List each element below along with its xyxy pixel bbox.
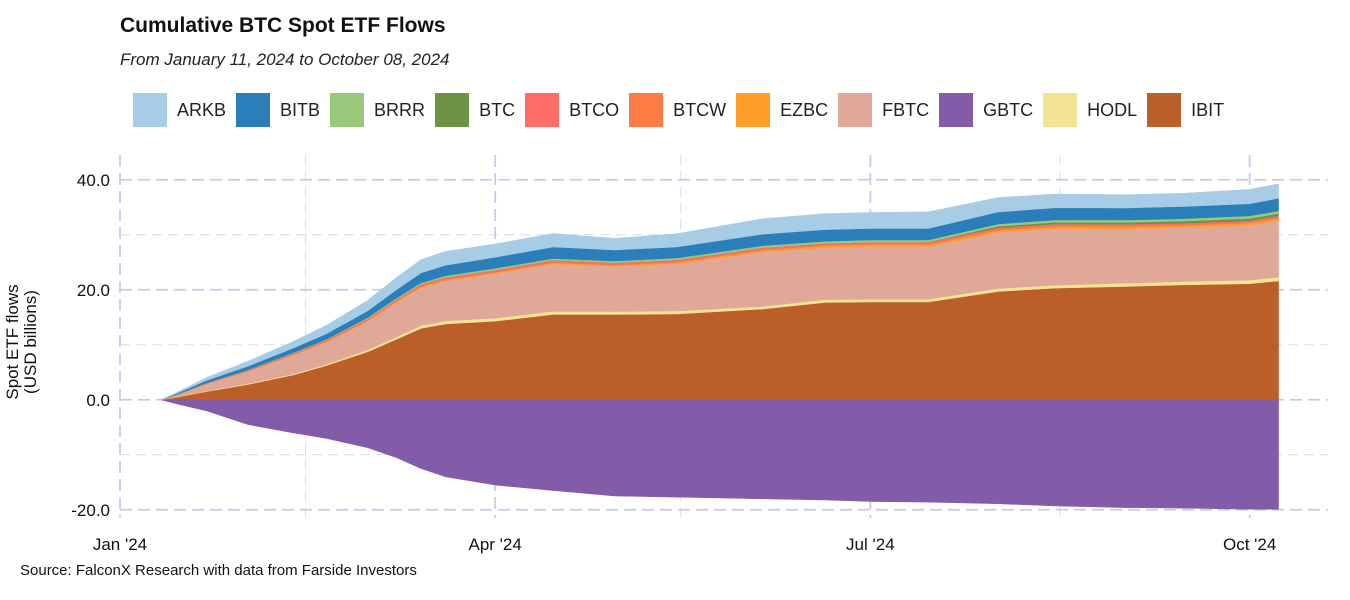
legend-label: BTCW <box>673 99 727 120</box>
legend-swatch <box>838 93 873 127</box>
chart-title: Cumulative BTC Spot ETF Flows <box>120 14 446 37</box>
legend-item-btcw: BTCW <box>629 93 726 127</box>
legend-label: BTC <box>479 99 516 120</box>
legend-item-brrr: BRRR <box>330 93 425 127</box>
legend-label: FBTC <box>882 99 930 120</box>
legend-item-btc: BTC <box>435 93 515 127</box>
y-tick-label: 40.0 <box>77 171 110 190</box>
x-tick-label: Jul '24 <box>846 535 895 554</box>
legend-swatch <box>525 93 560 127</box>
legend-item-ibit: IBIT <box>1147 93 1224 127</box>
legend-swatch <box>736 93 771 127</box>
legend-item-btco: BTCO <box>525 93 619 127</box>
area-series-gbtc <box>160 399 1279 510</box>
legend-item-fbtc: FBTC <box>838 93 929 127</box>
stacked-areas <box>160 183 1279 510</box>
legend-item-gbtc: GBTC <box>939 93 1033 127</box>
legend: ARKB BITB BRRR BTC BTCO BTCW EZBC FBTC GBTC HODL I… <box>133 93 1234 127</box>
legend-swatch <box>939 93 974 127</box>
legend-item-ezbc: EZBC <box>736 93 828 127</box>
legend-label: GBTC <box>983 99 1034 120</box>
chart-subtitle: From January 11, 2024 to October 08, 202… <box>120 50 450 69</box>
legend-label: EZBC <box>780 99 829 120</box>
y-tick-label: 20.0 <box>77 281 110 300</box>
x-tick-label: Apr '24 <box>469 535 522 554</box>
legend-item-hodl: HODL <box>1043 93 1137 127</box>
axes: -20.0 0.0 20.0 40.0 Jan '24 Apr '24 Jul '24 Oct… <box>71 171 1276 554</box>
y-axis-title-line2: (USD billions) <box>21 290 40 394</box>
source-note: Source: FalconX Research with data from … <box>20 562 417 579</box>
legend-label: BRRR <box>374 99 426 120</box>
legend-swatch <box>330 93 365 127</box>
legend-label: IBIT <box>1191 99 1225 120</box>
legend-label: ARKB <box>177 99 227 120</box>
y-tick-label: -20.0 <box>71 501 110 520</box>
x-tick-label: Jan '24 <box>93 535 147 554</box>
legend-swatch <box>236 93 271 127</box>
y-axis-title-line1: Spot ETF flows <box>3 284 22 400</box>
legend-item-arkb: ARKB <box>133 93 226 127</box>
legend-swatch <box>629 93 664 127</box>
legend-swatch <box>1043 93 1078 127</box>
x-tick-label: Oct '24 <box>1223 535 1276 554</box>
legend-label: BTCO <box>569 99 620 120</box>
y-tick-label: 0.0 <box>86 391 110 410</box>
area-series-arkb <box>160 183 1279 401</box>
legend-label: HODL <box>1087 99 1138 120</box>
legend-swatch <box>1147 93 1182 127</box>
legend-item-bitb: BITB <box>236 93 320 127</box>
legend-label: BITB <box>280 99 321 120</box>
legend-swatch <box>133 93 167 127</box>
legend-swatch <box>435 93 470 127</box>
